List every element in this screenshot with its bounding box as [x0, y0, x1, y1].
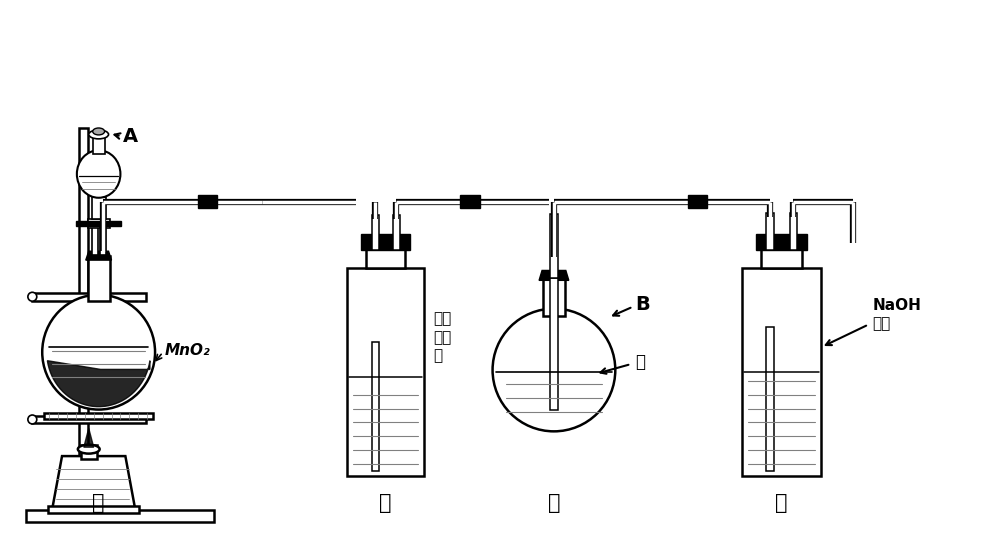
- Bar: [32, 415, 146, 424]
- Ellipse shape: [28, 415, 37, 424]
- Ellipse shape: [42, 295, 155, 409]
- Bar: [100, 225, 106, 255]
- Ellipse shape: [493, 308, 615, 431]
- Ellipse shape: [89, 130, 109, 139]
- Ellipse shape: [77, 150, 121, 198]
- Ellipse shape: [28, 292, 37, 301]
- Bar: [361, 235, 411, 250]
- Bar: [79, 129, 88, 509]
- Bar: [766, 327, 773, 471]
- Bar: [198, 195, 218, 208]
- Bar: [349, 375, 423, 474]
- Bar: [372, 342, 379, 471]
- Bar: [766, 213, 773, 250]
- Text: MnO₂: MnO₂: [165, 343, 211, 358]
- Text: 丁: 丁: [775, 493, 788, 513]
- Polygon shape: [539, 270, 568, 280]
- Bar: [93, 136, 105, 154]
- Bar: [761, 247, 802, 268]
- Bar: [81, 445, 97, 459]
- Bar: [92, 225, 98, 255]
- Bar: [88, 218, 110, 229]
- Text: NaOH
溶液: NaOH 溶液: [873, 298, 921, 331]
- Text: B: B: [635, 295, 649, 314]
- Bar: [543, 276, 564, 316]
- Bar: [92, 197, 106, 218]
- Bar: [32, 293, 146, 301]
- Bar: [76, 220, 122, 226]
- Bar: [789, 213, 797, 250]
- Bar: [687, 195, 707, 208]
- Bar: [744, 370, 819, 474]
- Bar: [88, 256, 110, 301]
- Polygon shape: [84, 428, 94, 447]
- Bar: [550, 279, 557, 410]
- Polygon shape: [493, 370, 615, 431]
- Polygon shape: [47, 361, 150, 407]
- Bar: [26, 509, 215, 522]
- Text: 丙: 丙: [547, 493, 560, 513]
- Text: 饱和
食盐
水: 饱和 食盐 水: [434, 311, 452, 363]
- Text: 水: 水: [635, 353, 645, 371]
- Polygon shape: [86, 251, 112, 260]
- Bar: [48, 506, 139, 514]
- Bar: [366, 247, 406, 268]
- Bar: [742, 268, 821, 476]
- Bar: [393, 214, 400, 250]
- Bar: [460, 195, 480, 208]
- Bar: [756, 235, 807, 250]
- Bar: [347, 268, 425, 476]
- Bar: [550, 214, 557, 279]
- Text: 乙: 乙: [380, 493, 392, 513]
- Text: 甲: 甲: [92, 493, 105, 513]
- Ellipse shape: [78, 445, 100, 453]
- Bar: [44, 413, 153, 420]
- Polygon shape: [52, 456, 135, 509]
- Ellipse shape: [93, 128, 105, 135]
- Text: A: A: [124, 127, 139, 146]
- Bar: [372, 214, 379, 250]
